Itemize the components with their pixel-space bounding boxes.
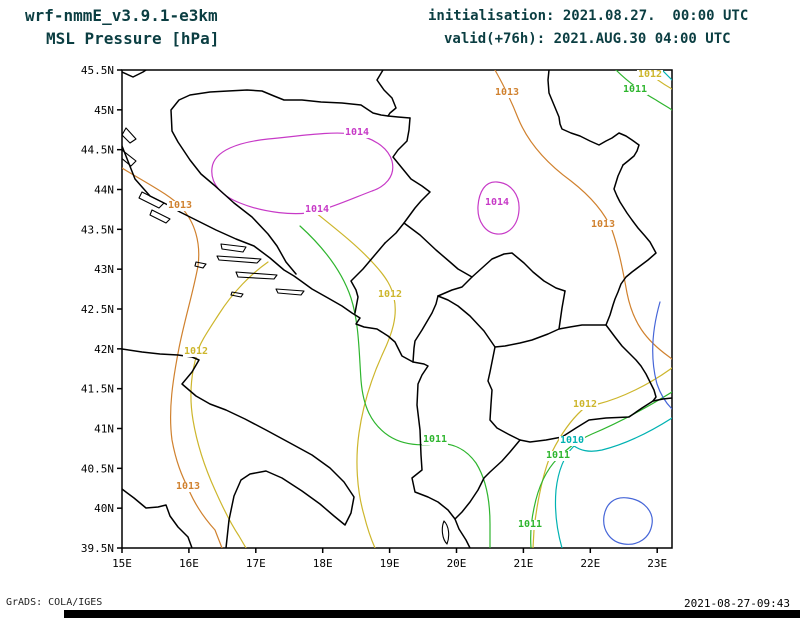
y-axis-tick-label: 45.5N (81, 64, 114, 77)
contour-1011-northeast (615, 70, 672, 111)
contour-1013-east (494, 70, 672, 360)
border-serbia-bulgaria (605, 164, 657, 326)
contour-label-1013: 1013 (166, 200, 194, 211)
border-albania-greece (454, 439, 521, 520)
border-kosovo-south (437, 290, 566, 348)
border-montenegro-albania (412, 295, 439, 363)
border-croatia-serbia-danube (376, 70, 397, 117)
pressure-contours (122, 70, 672, 548)
contour-1010-southeast (554, 417, 672, 548)
border-serbia-montenegro (403, 222, 473, 278)
field-title: MSL Pressure [hPa] (46, 29, 220, 48)
contour-1014-serbia (477, 181, 520, 235)
x-axis-tick-label: 17E (246, 557, 266, 570)
y-axis-tick-label: 41N (94, 422, 114, 435)
contour-label-1014: 1014 (483, 197, 511, 208)
border-kosovo-north (437, 252, 566, 297)
contour-label-1014: 1014 (343, 127, 371, 138)
border-croatia-bosnia (170, 89, 411, 275)
contour-label-1011: 1011 (621, 84, 649, 95)
init-time-label: initialisation: 2021.08.27. 00:00 UTC (428, 8, 749, 24)
contour-label-1011: 1011 (544, 450, 572, 461)
coastline-adriatic-balkan (122, 145, 471, 548)
border-macedonia-greece (519, 397, 672, 443)
model-title: wrf-nmmE_v3.9.1-e3km (25, 6, 218, 25)
contour-label-1013: 1013 (589, 219, 617, 230)
contour-label-1011: 1011 (516, 519, 544, 530)
border-bosnia-serbia-drina (384, 117, 431, 244)
contour-label-1012: 1012 (376, 289, 404, 300)
contour-label-1012: 1012 (182, 346, 210, 357)
contour-1010-corner (661, 70, 672, 81)
y-axis-tick-label: 41.5N (81, 383, 114, 396)
y-axis-tick-label: 40N (94, 502, 114, 515)
x-axis-tick-label: 21E (513, 557, 533, 570)
bottom-black-bar (64, 610, 800, 618)
contour-label-1010: 1010 (558, 435, 586, 446)
contour-label-1014: 1014 (303, 204, 331, 215)
x-axis-tick-label: 15E (112, 557, 132, 570)
x-axis-tick-label: 22E (580, 557, 600, 570)
border-serbia-romania (547, 70, 640, 166)
x-axis-tick-label: 23E (647, 557, 667, 570)
dalmatian-islands (122, 127, 450, 545)
contour-1014-croatia (211, 132, 394, 215)
border-bosnia-montenegro (350, 242, 386, 314)
grads-credit: GrADS: COLA/IGES (6, 597, 103, 608)
valid-time-label: valid(+76h): 2021.AUG.30 04:00 UTC (444, 31, 731, 47)
x-axis-tick-label: 16E (179, 557, 199, 570)
contour-label-1012: 1012 (636, 69, 664, 80)
border-serbia-macedonia (558, 324, 607, 330)
border-slovenia-croatia (122, 70, 147, 78)
y-axis-tick-label: 39.5N (81, 542, 114, 555)
y-axis-tick-label: 44.5N (81, 144, 114, 157)
coastline-italy-tyrrhenian (122, 488, 193, 548)
y-axis-tick-label: 40.5N (81, 462, 114, 475)
contour-label-1012: 1012 (571, 399, 599, 410)
contour-low-east-edge (652, 301, 672, 410)
contour-1011-southeast (530, 391, 672, 548)
coastlines-and-borders (122, 70, 672, 548)
y-axis-tick-label: 45N (94, 104, 114, 117)
border-albania-macedonia (487, 346, 521, 441)
x-axis-tick-label: 20E (447, 557, 467, 570)
render-timestamp: 2021-08-27-09:43 (684, 597, 790, 610)
axis-ticks: 15E 16E 17E 18E 19E 20E 21E 22E 23E 45.5N 45N 44.5N… (81, 64, 667, 570)
map-frame (121, 69, 673, 549)
y-axis-tick-label: 43N (94, 263, 114, 276)
contour-label-1013: 1013 (493, 87, 521, 98)
coastline-italy-adriatic (122, 348, 355, 548)
y-axis-tick-label: 42.5N (81, 303, 114, 316)
contour-low-southeast-cell (603, 497, 653, 545)
contour-1011-central (299, 225, 491, 548)
contour-label-1013: 1013 (174, 481, 202, 492)
y-axis-tick-label: 42N (94, 343, 114, 356)
border-macedonia-bulgaria (605, 324, 657, 402)
y-axis-tick-label: 43.5N (81, 223, 114, 236)
contour-label-1011: 1011 (421, 434, 449, 445)
contour-1012-west (190, 261, 269, 548)
contour-1012-center (309, 207, 396, 548)
x-axis-tick-label: 19E (380, 557, 400, 570)
y-axis-tick-label: 44N (94, 183, 114, 196)
x-axis-tick-label: 18E (313, 557, 333, 570)
